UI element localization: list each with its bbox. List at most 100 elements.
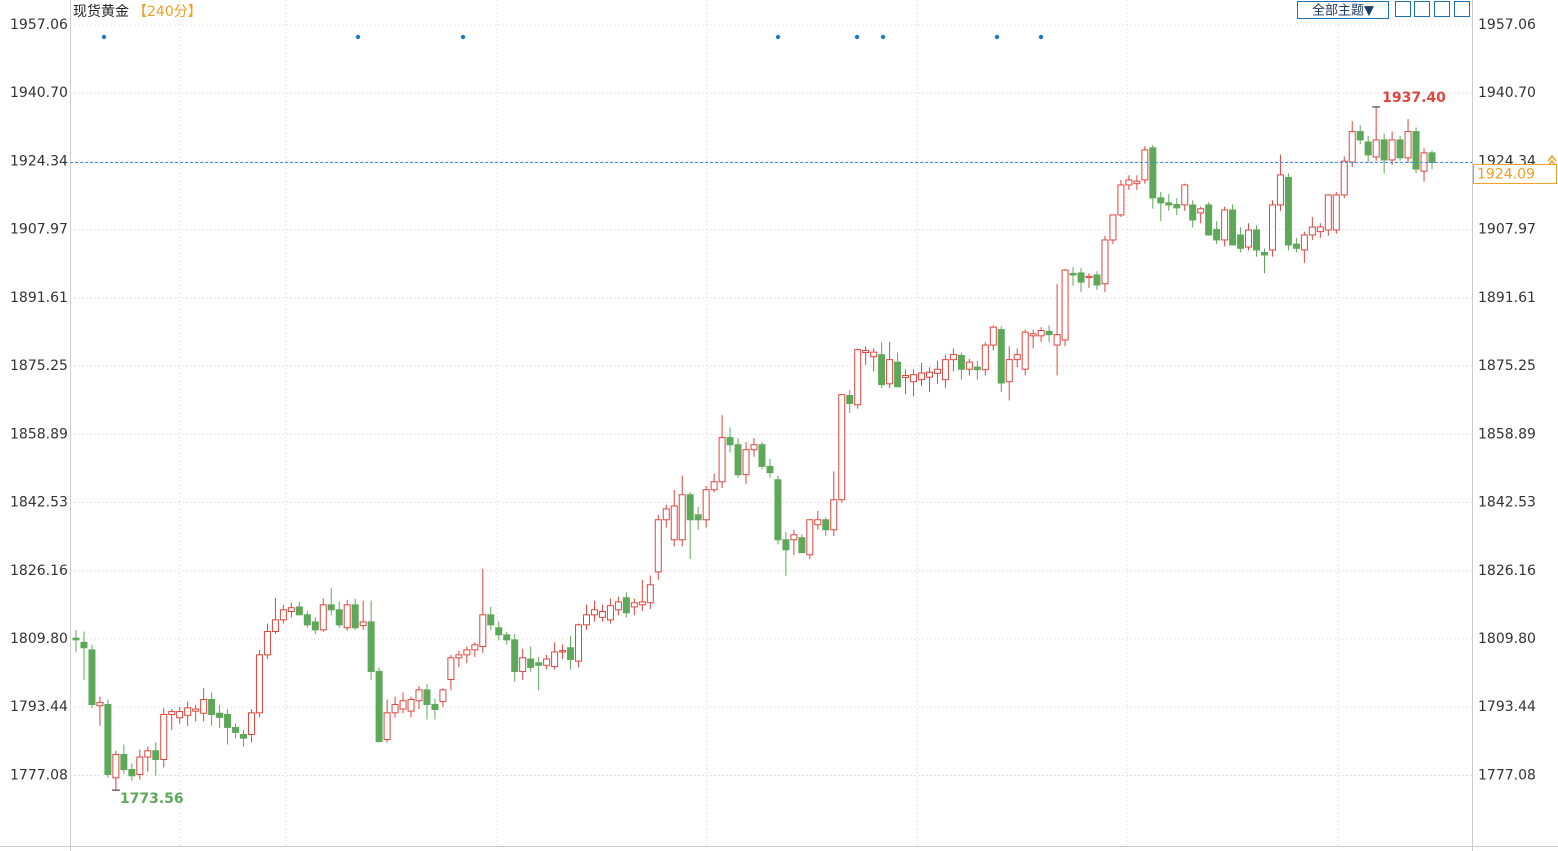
candle-body — [1213, 229, 1221, 241]
candle-body — [1061, 269, 1069, 341]
candle-body — [1053, 334, 1061, 346]
candle-body — [319, 604, 327, 631]
y-tick-label-right: 1891.61 — [1478, 290, 1536, 306]
candle-body — [1189, 204, 1197, 221]
y-tick-label-right: 1907.97 — [1478, 222, 1536, 238]
event-dot[interactable] — [1038, 34, 1044, 40]
candle-body — [463, 649, 471, 656]
candle-body — [910, 374, 918, 383]
y-tick-label-right: 1957.06 — [1478, 17, 1536, 33]
tool-icon[interactable] — [1414, 1, 1430, 17]
event-dot[interactable] — [460, 34, 466, 40]
candle-body — [535, 662, 543, 666]
candle-body — [279, 609, 287, 621]
y-tick-label-right: 1875.25 — [1478, 358, 1536, 374]
candle-body — [527, 658, 535, 668]
candle-body — [80, 641, 88, 649]
candle-body — [192, 708, 200, 712]
candle-body — [694, 514, 702, 521]
candle-body — [375, 671, 383, 743]
theme-button-label[interactable]: 全部主题▼ — [1312, 3, 1374, 19]
candle-body — [774, 479, 782, 541]
candle-body — [1117, 184, 1125, 216]
candle-body — [1125, 179, 1133, 186]
candle-body — [112, 754, 120, 779]
y-tick-label-right: 1940.70 — [1478, 85, 1536, 101]
event-dot[interactable] — [355, 34, 361, 40]
last-price-label: 1924.09 — [1477, 166, 1535, 182]
candle-body — [1348, 131, 1356, 163]
tool-icon[interactable] — [1454, 1, 1470, 17]
candle-body — [702, 489, 710, 521]
theme-button[interactable] — [1297, 1, 1389, 19]
event-dot[interactable] — [880, 34, 886, 40]
y-tick-label: 1957.06 — [10, 17, 68, 33]
candle-body — [303, 614, 311, 626]
candle-body — [1356, 131, 1364, 141]
candle-body — [311, 621, 319, 631]
y-tick-label-right: 1809.80 — [1478, 631, 1536, 647]
candle-body — [1276, 174, 1284, 206]
event-dot[interactable] — [994, 34, 1000, 40]
candle-body — [367, 621, 375, 673]
candle-body — [598, 610, 606, 618]
candle-body — [216, 712, 224, 718]
candle-body — [327, 604, 335, 611]
candle-body — [208, 698, 216, 715]
candle-body — [495, 627, 503, 636]
candle-body — [88, 649, 96, 705]
candle-body — [1404, 131, 1412, 159]
toolbar-icons — [1395, 1, 1470, 17]
tool-icon[interactable] — [1434, 1, 1450, 17]
event-markers — [101, 34, 1044, 40]
candle-body — [718, 437, 726, 483]
candles — [72, 106, 1436, 791]
candle-body — [973, 366, 981, 371]
candle-body — [726, 437, 734, 446]
candle-body — [822, 519, 830, 531]
candle-body — [343, 604, 351, 629]
candle-body — [1237, 234, 1245, 249]
y-tick-label-right: 1826.16 — [1478, 563, 1536, 579]
candle-body — [479, 614, 487, 648]
tool-icon[interactable] — [1395, 1, 1411, 17]
chart-title: 现货黄金 — [73, 3, 129, 20]
candle-body — [1284, 176, 1292, 246]
candle-body — [949, 354, 957, 361]
event-dot[interactable] — [775, 34, 781, 40]
event-dot[interactable] — [101, 34, 107, 40]
candle-body — [941, 359, 949, 381]
candle-body — [1005, 359, 1013, 383]
candle-body — [1380, 139, 1388, 161]
candle-body — [886, 359, 894, 385]
candle-body — [559, 650, 567, 653]
candle-body — [933, 368, 941, 374]
candle-body — [862, 349, 870, 354]
candle-body — [503, 634, 511, 641]
candle-body — [798, 537, 806, 554]
candle-body — [1181, 184, 1189, 206]
y-tick-label: 1842.53 — [10, 495, 68, 511]
y-tick-label: 1891.61 — [10, 290, 68, 306]
candle-body — [287, 607, 295, 612]
candle-body — [128, 769, 136, 777]
y-tick-label: 1777.08 — [10, 767, 68, 783]
candle-body — [471, 644, 479, 651]
candle-body — [654, 519, 662, 573]
candle-body — [1045, 330, 1053, 336]
y-tick-label-right: 1842.53 — [1478, 495, 1536, 511]
candle-body — [662, 508, 670, 521]
candle-body — [678, 494, 686, 541]
candle-body — [247, 712, 255, 736]
y-tick-label: 1826.16 — [10, 563, 68, 579]
candle-body — [646, 584, 654, 604]
candle-body — [854, 349, 862, 406]
candle-body — [168, 711, 176, 715]
candle-body — [1229, 209, 1237, 246]
y-tick-label: 1875.25 — [10, 358, 68, 374]
candle-body — [1260, 251, 1268, 256]
event-dot[interactable] — [854, 34, 860, 40]
candle-body — [710, 481, 718, 491]
candle-body — [742, 449, 750, 476]
